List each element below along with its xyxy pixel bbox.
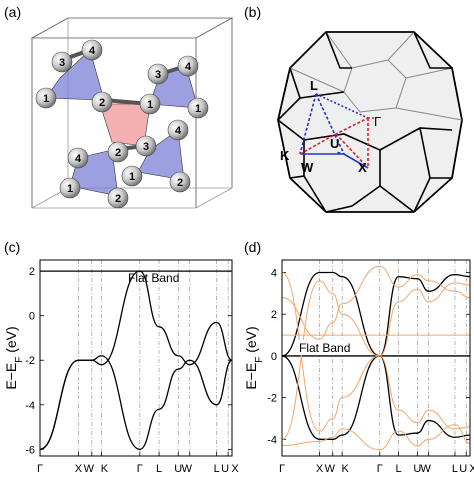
panel-b-front-faces	[277, 31, 453, 213]
svg-text:2: 2	[99, 97, 105, 109]
panel-d-flat-band-label: Flat Band	[299, 341, 350, 355]
panel-d-label: (d)	[244, 239, 261, 255]
x-tick-label: X	[75, 463, 83, 475]
y-tick-label: -4	[25, 400, 35, 412]
svg-text:4: 4	[89, 45, 96, 57]
plot-frame	[39, 259, 233, 457]
svg-text:3: 3	[155, 69, 161, 81]
x-tick-label: L	[214, 463, 220, 475]
atom: 4	[167, 119, 189, 141]
x-tick-label: Γ	[279, 463, 285, 475]
panel-a-atoms: 3 4 1 2 1 3 4 1 2 4 3 1 2 4 1 2	[35, 39, 209, 209]
svg-text:2: 2	[115, 147, 121, 159]
svg-text:4: 4	[185, 61, 192, 73]
atom: 1	[187, 97, 209, 119]
panel-c-ylabel: E−EF (eV)	[3, 326, 25, 389]
band-line-orange	[281, 272, 471, 432]
band-line	[281, 355, 471, 440]
panel-b-brillouin-zone	[277, 31, 463, 213]
atom: 4	[67, 147, 89, 169]
x-tick-label: U	[413, 463, 421, 475]
x-tick-label: Γ	[137, 463, 143, 475]
band-line	[39, 270, 233, 450]
svg-text:1: 1	[43, 93, 49, 105]
panel-b-point-labels: L Γ U K W X	[280, 78, 381, 175]
panel-c-label: (c)	[4, 239, 20, 255]
svg-text:1: 1	[147, 99, 153, 111]
point-label: X	[358, 160, 367, 175]
x-tick-label: X	[231, 463, 239, 475]
y-tick-label: 4	[271, 268, 277, 280]
band-line	[281, 271, 471, 357]
x-tick-label: W	[325, 463, 336, 475]
svg-text:2: 2	[177, 177, 183, 189]
panel-d-flat-band-box: Flat Band	[297, 340, 359, 355]
panel-d-ylabel: E−EF (eV)	[243, 326, 265, 389]
x-tick-label: Γ	[377, 463, 383, 475]
y-tick-label: -2	[267, 393, 277, 405]
atom: 2	[107, 141, 129, 163]
panel-c-flat-band-label: Flat Band	[128, 271, 179, 285]
panel-b-path	[299, 93, 376, 169]
x-tick-label: U	[459, 463, 467, 475]
atom: 4	[81, 39, 103, 61]
atom: 2	[169, 171, 191, 193]
panel-a-label: (a)	[4, 4, 21, 20]
svg-text:4: 4	[75, 153, 82, 165]
atom: 3	[135, 135, 157, 157]
svg-text:1: 1	[195, 103, 201, 115]
atom: 3	[51, 51, 73, 73]
band-line-orange	[281, 265, 471, 340]
y-tick-label: -4	[267, 434, 277, 446]
plot-frame	[281, 259, 471, 457]
svg-text:1: 1	[129, 171, 135, 183]
point-label: Γ	[374, 114, 381, 129]
point-label: W	[301, 160, 314, 175]
x-tick-label: L	[395, 463, 401, 475]
atom: 2	[107, 187, 129, 209]
band-line	[39, 355, 233, 450]
y-tick-label: 0	[271, 351, 277, 363]
x-tick-label: K	[341, 463, 349, 475]
svg-text:2: 2	[115, 193, 121, 205]
point-label: L	[310, 78, 318, 93]
y-tick-label: -2	[25, 355, 35, 367]
x-tick-label: Γ	[37, 463, 43, 475]
point-label: K	[280, 148, 290, 163]
point-label: U	[330, 136, 339, 151]
svg-text:3: 3	[59, 57, 65, 69]
svg-text:1: 1	[67, 183, 73, 195]
atom: 1	[139, 93, 161, 115]
x-tick-label: W	[420, 463, 431, 475]
atom: 3	[147, 63, 169, 85]
x-tick-label: X	[316, 463, 324, 475]
x-tick-label: U	[221, 463, 229, 475]
atom: 1	[121, 165, 143, 187]
atom: 1	[59, 177, 81, 199]
panel-b-faces	[289, 31, 463, 121]
x-tick-label: L	[156, 463, 162, 475]
x-tick-label: U	[174, 463, 182, 475]
x-tick-label: W	[182, 463, 193, 475]
band-line-orange	[281, 280, 471, 440]
svg-text:4: 4	[175, 125, 182, 137]
panel-c-plot: Γ X W K Γ L U W L U X-6-4-202	[25, 259, 239, 475]
y-tick-label: 2	[271, 309, 277, 321]
atom: 4	[177, 55, 199, 77]
x-tick-label: L	[452, 463, 458, 475]
panel-b-label: (b)	[244, 4, 261, 20]
x-tick-label: W	[84, 463, 95, 475]
svg-text:3: 3	[143, 141, 149, 153]
x-tick-label: K	[101, 463, 109, 475]
x-tick-label: X	[469, 463, 474, 475]
y-tick-label: 0	[29, 311, 35, 323]
band-line-orange	[281, 424, 471, 451]
atom: 2	[91, 91, 113, 113]
atom: 1	[35, 87, 57, 109]
y-tick-label: -6	[25, 444, 35, 456]
y-tick-label: 2	[29, 266, 35, 278]
